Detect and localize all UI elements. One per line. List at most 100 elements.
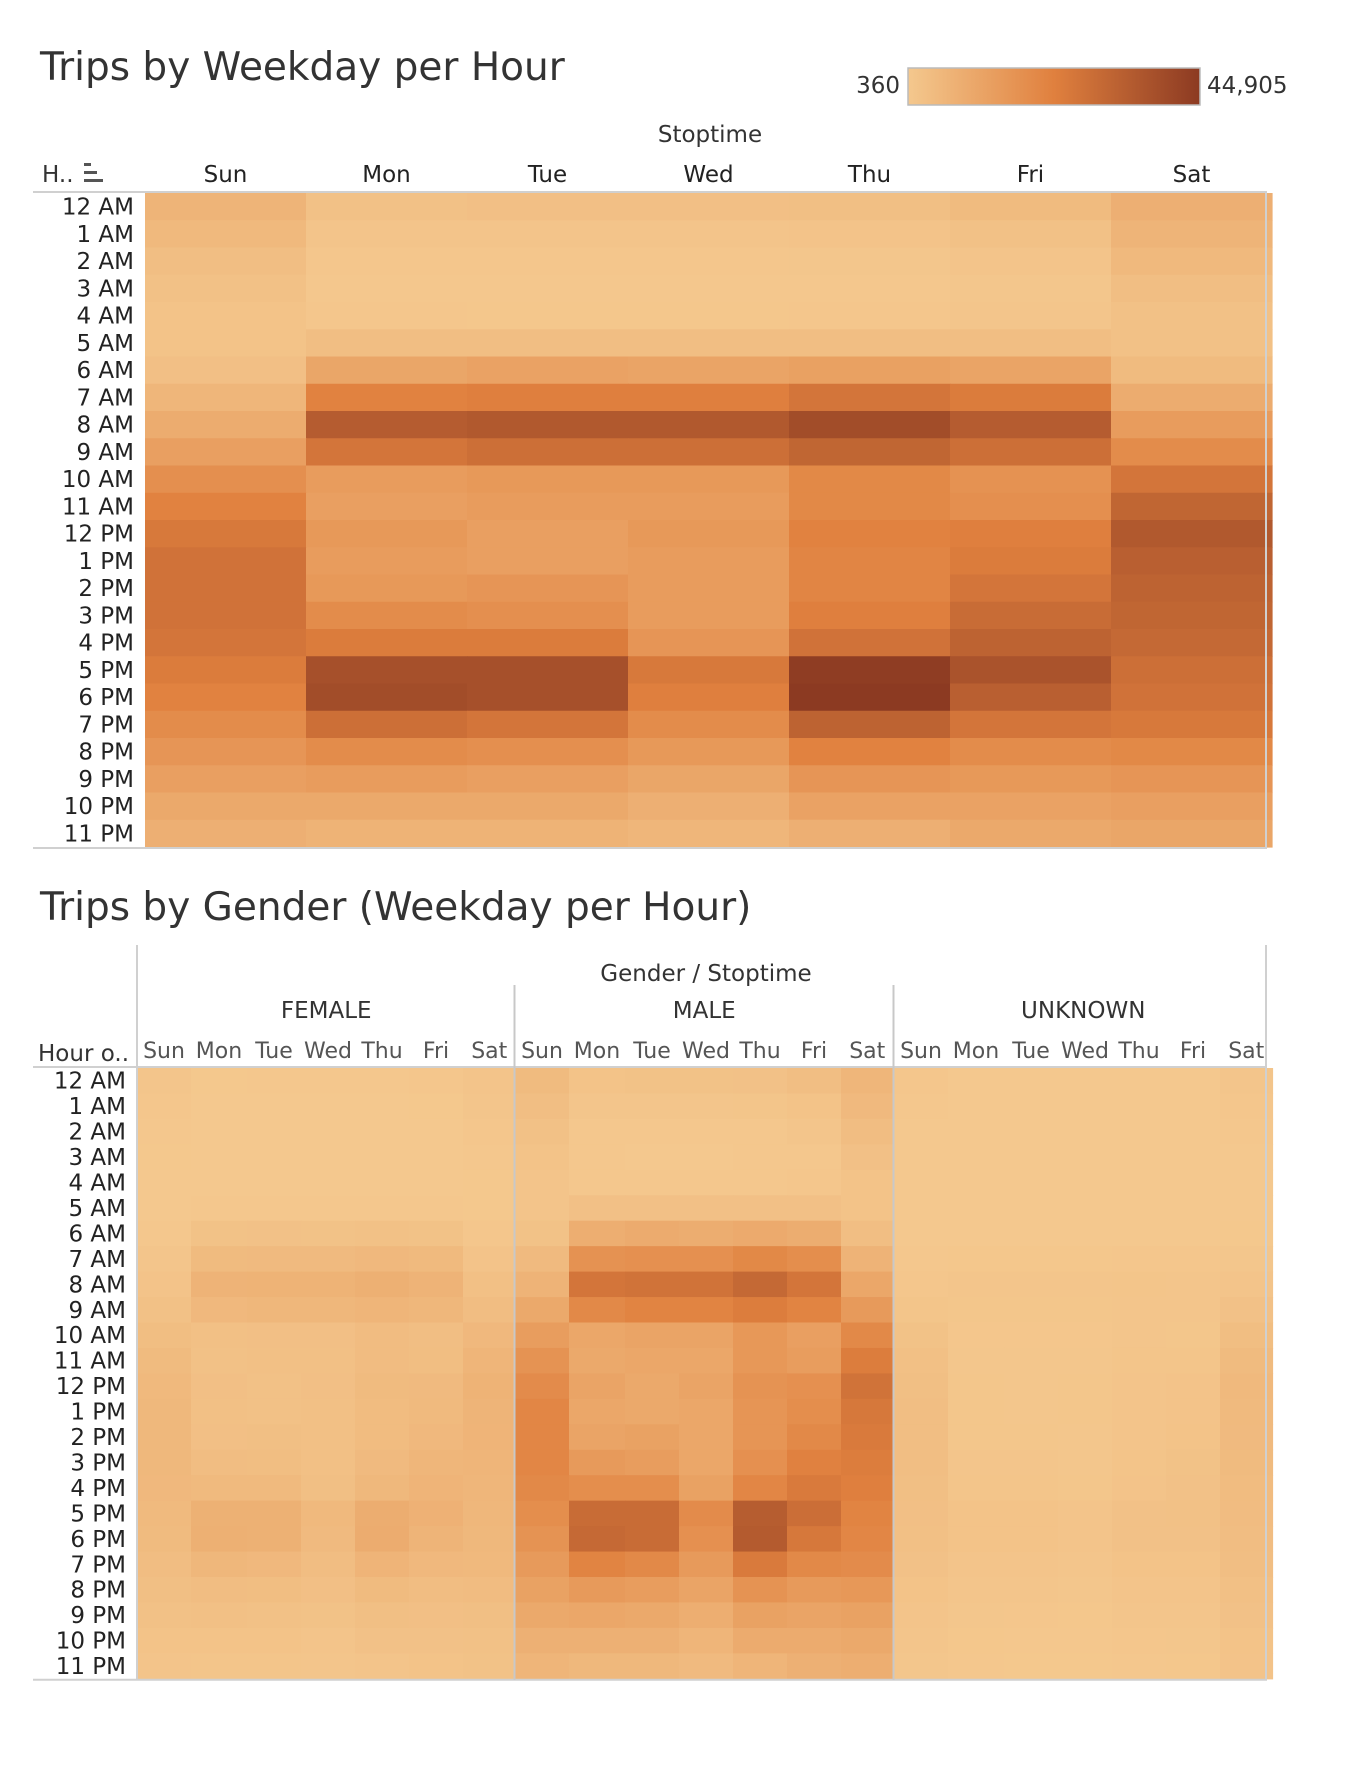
chart-2-col-label-wed[interactable]: Wed bbox=[304, 1039, 352, 1064]
chart-1-row-header[interactable]: H.. bbox=[42, 162, 74, 188]
heatmap-cell[interactable] bbox=[894, 1195, 949, 1222]
heatmap-cell[interactable] bbox=[463, 1449, 517, 1476]
heatmap-cell[interactable] bbox=[625, 1526, 680, 1553]
chart-2-col-label-sat[interactable]: Sat bbox=[1228, 1039, 1264, 1064]
heatmap-cell[interactable] bbox=[1058, 1398, 1113, 1425]
heatmap-cell[interactable] bbox=[628, 247, 790, 276]
heatmap-cell[interactable] bbox=[628, 383, 790, 412]
heatmap-cell[interactable] bbox=[625, 1246, 680, 1273]
heatmap-cell[interactable] bbox=[894, 1144, 949, 1171]
heatmap-cell[interactable] bbox=[467, 465, 629, 494]
heatmap-cell[interactable] bbox=[787, 1068, 842, 1095]
heatmap-cell[interactable] bbox=[1166, 1093, 1221, 1120]
heatmap-cell[interactable] bbox=[628, 710, 790, 739]
heatmap-cell[interactable] bbox=[137, 1195, 192, 1222]
heatmap-cell[interactable] bbox=[894, 1627, 949, 1654]
heatmap-cell[interactable] bbox=[467, 520, 629, 548]
heatmap-cell[interactable] bbox=[1220, 1424, 1274, 1451]
heatmap-cell[interactable] bbox=[463, 1195, 517, 1222]
heatmap-cell[interactable] bbox=[1058, 1424, 1113, 1451]
heatmap-cell[interactable] bbox=[409, 1526, 464, 1553]
heatmap-cell[interactable] bbox=[1220, 1373, 1274, 1400]
heatmap-cell[interactable] bbox=[145, 601, 307, 630]
heatmap-cell[interactable] bbox=[1166, 1271, 1221, 1298]
heatmap-cell[interactable] bbox=[950, 247, 1112, 276]
heatmap-cell[interactable] bbox=[569, 1220, 626, 1247]
heatmap-cell[interactable] bbox=[306, 683, 468, 712]
heatmap-cell[interactable] bbox=[950, 329, 1112, 358]
heatmap-cell[interactable] bbox=[1220, 1195, 1274, 1222]
heatmap-cell[interactable] bbox=[137, 1449, 192, 1476]
heatmap-cell[interactable] bbox=[569, 1093, 626, 1120]
heatmap-cell[interactable] bbox=[787, 1322, 842, 1349]
heatmap-cell[interactable] bbox=[355, 1220, 410, 1247]
heatmap-cell[interactable] bbox=[306, 193, 468, 221]
heatmap-cell[interactable] bbox=[306, 738, 468, 766]
heatmap-cell[interactable] bbox=[841, 1526, 895, 1553]
heatmap-cell[interactable] bbox=[137, 1653, 192, 1680]
heatmap-cell[interactable] bbox=[1112, 1195, 1167, 1222]
heatmap-cell[interactable] bbox=[306, 765, 468, 794]
heatmap-cell[interactable] bbox=[1058, 1500, 1113, 1527]
heatmap-cell[interactable] bbox=[191, 1195, 248, 1222]
heatmap-cell[interactable] bbox=[1058, 1551, 1113, 1578]
heatmap-cell[interactable] bbox=[515, 1475, 570, 1502]
heatmap-cell[interactable] bbox=[1111, 438, 1273, 467]
heatmap-cell[interactable] bbox=[463, 1093, 517, 1120]
heatmap-cell[interactable] bbox=[247, 1195, 302, 1222]
heatmap-cell[interactable] bbox=[463, 1424, 517, 1451]
heatmap-cell[interactable] bbox=[950, 492, 1112, 521]
heatmap-cell[interactable] bbox=[1220, 1246, 1274, 1273]
heatmap-cell[interactable] bbox=[894, 1551, 949, 1578]
heatmap-cell[interactable] bbox=[787, 1373, 842, 1400]
heatmap-cell[interactable] bbox=[467, 329, 629, 358]
heatmap-cell[interactable] bbox=[841, 1551, 895, 1578]
heatmap-cell[interactable] bbox=[787, 1118, 842, 1145]
heatmap-cell[interactable] bbox=[467, 438, 629, 467]
heatmap-cell[interactable] bbox=[628, 302, 790, 330]
heatmap-cell[interactable] bbox=[1112, 1246, 1167, 1273]
heatmap-cell[interactable] bbox=[733, 1220, 788, 1247]
heatmap-cell[interactable] bbox=[787, 1347, 842, 1374]
heatmap-cell[interactable] bbox=[894, 1347, 949, 1374]
heatmap-cell[interactable] bbox=[894, 1169, 949, 1196]
heatmap-cell[interactable] bbox=[1166, 1347, 1221, 1374]
heatmap-cell[interactable] bbox=[191, 1297, 248, 1324]
heatmap-cell[interactable] bbox=[467, 356, 629, 385]
heatmap-cell[interactable] bbox=[628, 356, 790, 385]
heatmap-cell[interactable] bbox=[306, 220, 468, 249]
heatmap-cell[interactable] bbox=[145, 792, 307, 821]
heatmap-cell[interactable] bbox=[515, 1068, 570, 1095]
heatmap-cell[interactable] bbox=[247, 1373, 302, 1400]
heatmap-cell[interactable] bbox=[787, 1246, 842, 1273]
heatmap-cell[interactable] bbox=[355, 1602, 410, 1629]
heatmap-cell[interactable] bbox=[137, 1373, 192, 1400]
heatmap-cell[interactable] bbox=[569, 1246, 626, 1273]
chart-2-col-label-mon[interactable]: Mon bbox=[574, 1039, 620, 1064]
heatmap-cell[interactable] bbox=[306, 411, 468, 439]
heatmap-cell[interactable] bbox=[950, 356, 1112, 385]
heatmap-cell[interactable] bbox=[145, 220, 307, 249]
heatmap-cell[interactable] bbox=[894, 1424, 949, 1451]
heatmap-cell[interactable] bbox=[625, 1169, 680, 1196]
heatmap-cell[interactable] bbox=[841, 1424, 895, 1451]
heatmap-cell[interactable] bbox=[355, 1500, 410, 1527]
heatmap-cell[interactable] bbox=[1058, 1373, 1113, 1400]
heatmap-cell[interactable] bbox=[733, 1526, 788, 1553]
heatmap-cell[interactable] bbox=[1220, 1602, 1274, 1629]
heatmap-cell[interactable] bbox=[301, 1577, 356, 1604]
heatmap-cell[interactable] bbox=[569, 1068, 626, 1095]
heatmap-cell[interactable] bbox=[841, 1475, 895, 1502]
heatmap-cell[interactable] bbox=[306, 329, 468, 358]
heatmap-cell[interactable] bbox=[247, 1220, 302, 1247]
heatmap-cell[interactable] bbox=[1220, 1118, 1274, 1145]
chart-2-col-label-sun[interactable]: Sun bbox=[143, 1039, 185, 1064]
heatmap-cell[interactable] bbox=[355, 1271, 410, 1298]
heatmap-cell[interactable] bbox=[463, 1551, 517, 1578]
heatmap-cell[interactable] bbox=[1111, 710, 1273, 739]
heatmap-cell[interactable] bbox=[679, 1246, 734, 1273]
heatmap-cell[interactable] bbox=[145, 819, 307, 848]
heatmap-cell[interactable] bbox=[409, 1322, 464, 1349]
heatmap-cell[interactable] bbox=[1004, 1220, 1059, 1247]
heatmap-cell[interactable] bbox=[467, 574, 629, 603]
